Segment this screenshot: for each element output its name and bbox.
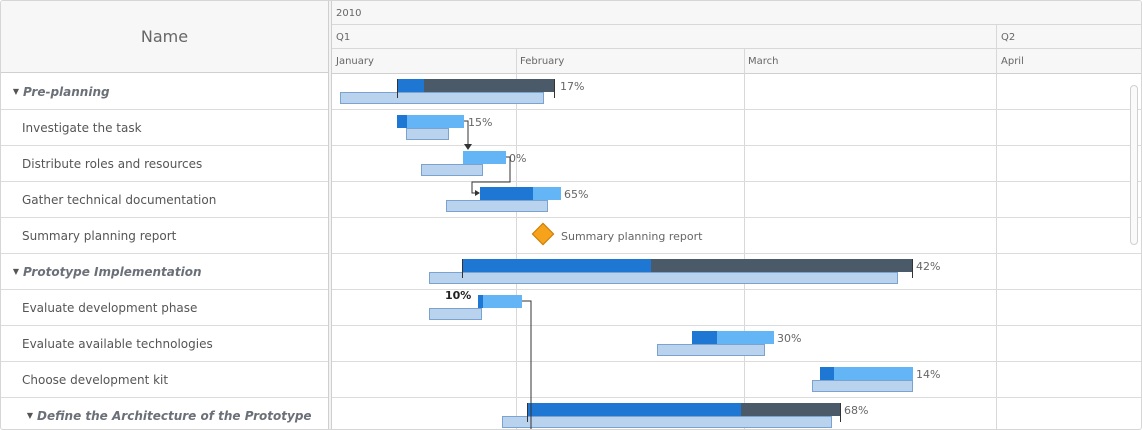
grid-row-evaluate-tech[interactable]: Evaluate available technologies xyxy=(1,326,328,362)
grid-row-architecture[interactable]: ▼ Define the Architecture of the Prototy… xyxy=(1,398,328,429)
row-divider xyxy=(332,397,1141,398)
row-label: Evaluate available technologies xyxy=(22,336,213,351)
progress-bar xyxy=(527,403,741,416)
grid-row-evaluate-dev[interactable]: Evaluate development phase xyxy=(1,290,328,326)
collapse-caret-icon[interactable]: ▼ xyxy=(12,267,20,276)
row-label: Prototype Implementation xyxy=(23,264,202,279)
progress-bar xyxy=(397,115,407,128)
grid-header-name[interactable]: Name xyxy=(1,1,328,73)
row-label: Define the Architecture of the Prototype xyxy=(37,408,312,423)
vertical-scrollbar[interactable] xyxy=(1130,85,1138,245)
row-divider xyxy=(332,325,1141,326)
row-label: Distribute roles and resources xyxy=(22,156,203,171)
group-end-marker xyxy=(912,259,913,278)
connector-evaluate-to-architecture xyxy=(522,300,532,429)
dependency-connectors xyxy=(464,120,532,429)
baseline-bar xyxy=(429,272,898,284)
year-label: 2010 xyxy=(336,8,362,19)
group-start-marker xyxy=(397,79,398,98)
grid-row-choose-kit[interactable]: Choose development kit xyxy=(1,362,328,398)
progress-label: 30% xyxy=(777,332,802,345)
progress-label: 14% xyxy=(916,368,941,381)
baseline-bar xyxy=(446,200,548,212)
connector-distribute-to-gather xyxy=(471,156,511,194)
baseline-bar xyxy=(421,164,483,176)
grid-row-prototype[interactable]: ▼ Prototype Implementation xyxy=(1,254,328,290)
grid-row-distribute[interactable]: Distribute roles and resources xyxy=(1,146,328,182)
group-start-marker xyxy=(462,259,463,278)
progress-bar xyxy=(820,367,834,380)
row-divider xyxy=(332,145,1141,146)
baseline-bar xyxy=(340,92,544,104)
task-bar[interactable] xyxy=(397,115,464,128)
grid-row-gather[interactable]: Gather technical documentation xyxy=(1,182,328,218)
baseline-bar xyxy=(502,416,832,428)
row-label: Choose development kit xyxy=(22,372,169,387)
progress-label: 15% xyxy=(468,116,493,129)
grid-splitter[interactable] xyxy=(328,1,332,429)
row-label: Investigate the task xyxy=(22,120,142,135)
month-label: January xyxy=(336,56,374,67)
row-divider xyxy=(332,361,1141,362)
arrow-icon xyxy=(475,190,480,196)
row-divider xyxy=(332,253,1141,254)
month-divider xyxy=(516,49,517,429)
quarter-divider xyxy=(996,25,997,429)
row-divider xyxy=(332,289,1141,290)
quarter-label: Q1 xyxy=(336,32,351,43)
progress-label: 42% xyxy=(916,260,941,273)
quarter-header: Q1 Q2 xyxy=(332,25,1141,49)
data-grid: Name ▼ Pre-planning Investigate the task… xyxy=(1,1,328,429)
baseline-bar xyxy=(429,308,482,320)
month-label: April xyxy=(1001,56,1024,67)
progress-bar xyxy=(397,79,424,92)
progress-bar xyxy=(480,187,533,200)
row-divider xyxy=(332,109,1141,110)
group-start-marker xyxy=(527,403,528,422)
row-divider xyxy=(332,217,1141,218)
baseline-bar xyxy=(812,380,913,392)
progress-label: 10% xyxy=(445,289,472,302)
collapse-caret-icon[interactable]: ▼ xyxy=(26,411,34,420)
grid-row-summary[interactable]: Summary planning report xyxy=(1,218,328,254)
group-end-marker xyxy=(840,403,841,422)
progress-bar xyxy=(692,331,717,344)
baseline-bar xyxy=(406,128,449,140)
progress-label: 17% xyxy=(560,80,585,93)
progress-label: 68% xyxy=(844,404,869,417)
task-bar[interactable] xyxy=(820,367,913,380)
month-header: January February March April xyxy=(332,49,1141,74)
grid-row-investigate[interactable]: Investigate the task xyxy=(1,110,328,146)
group-bar[interactable] xyxy=(397,79,555,92)
grid-row-pre-planning[interactable]: ▼ Pre-planning xyxy=(1,74,328,110)
progress-bar xyxy=(478,295,483,308)
row-label: Gather technical documentation xyxy=(22,192,217,207)
task-bar[interactable] xyxy=(478,295,522,308)
row-label: Summary planning report xyxy=(22,228,177,243)
collapse-caret-icon[interactable]: ▼ xyxy=(12,87,20,96)
row-label: Evaluate development phase xyxy=(22,300,198,315)
milestone-label: Summary planning report xyxy=(561,230,703,243)
baseline-bar xyxy=(657,344,765,356)
quarter-label: Q2 xyxy=(1001,32,1016,43)
progress-label: 0% xyxy=(509,152,527,165)
group-end-marker xyxy=(554,79,555,98)
row-divider xyxy=(332,181,1141,182)
month-divider xyxy=(744,49,745,429)
arrow-icon xyxy=(464,144,472,150)
row-label: Pre-planning xyxy=(23,84,110,99)
month-label: March xyxy=(748,56,779,67)
task-bar[interactable] xyxy=(463,151,506,164)
year-header: 2010 xyxy=(332,1,1141,25)
timeline: 2010 Q1 Q2 January February March April xyxy=(332,1,1141,429)
month-label: February xyxy=(520,56,565,67)
progress-label: 65% xyxy=(564,188,589,201)
progress-bar xyxy=(462,259,651,272)
